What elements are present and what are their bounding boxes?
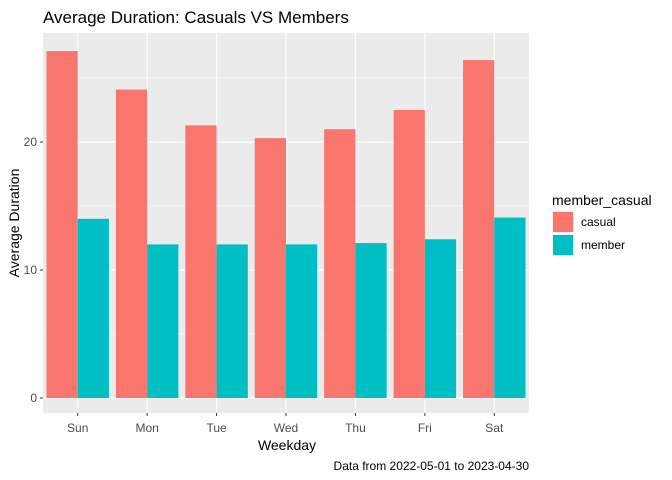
y-tick-label: 10 [24,263,38,277]
bar-member-fri [424,239,457,398]
x-tick-label: Fri [418,421,432,435]
bar-member-sat [494,217,526,398]
legend-swatch-member [553,235,573,255]
legend-label-member: member [581,238,625,252]
bar-casual-mon [115,89,148,399]
bars [46,51,526,399]
bar-casual-wed [254,138,286,398]
legend-title: member_casual [552,192,652,208]
legend-label-casual: casual [581,215,616,229]
bar-member-wed [286,244,318,398]
y-axis-ticks: 0 10 20 [24,135,43,405]
bar-member-tue [216,244,248,398]
x-axis-title: Weekday [258,437,316,453]
x-axis-ticks: Sun Mon Tue Wed Thu Fri Sat [67,413,504,435]
x-tick-label: Tue [206,421,227,435]
chart-title: Average Duration: Casuals VS Members [43,8,349,27]
bar-member-thu [355,243,387,398]
legend: member_casual casual member [552,192,652,256]
y-axis-title: Average Duration [6,169,22,278]
bar-casual-thu [324,129,356,398]
bar-member-sun [77,218,109,398]
x-tick-label: Sun [67,421,88,435]
chart-caption: Data from 2022-05-01 to 2023-04-30 [334,459,530,473]
y-tick-label: 20 [24,135,38,149]
x-tick-label: Wed [274,421,298,435]
x-tick-label: Mon [135,421,158,435]
x-tick-label: Sat [485,421,504,435]
legend-entries: casual member [552,211,625,256]
y-tick-label: 0 [30,391,37,405]
bar-casual-fri [393,110,425,398]
bar-casual-tue [185,125,217,399]
x-tick-label: Thu [345,421,366,435]
bar-casual-sat [463,60,495,399]
bar-member-mon [147,244,179,398]
bar-casual-sun [46,51,78,399]
legend-swatch-casual [553,212,573,232]
